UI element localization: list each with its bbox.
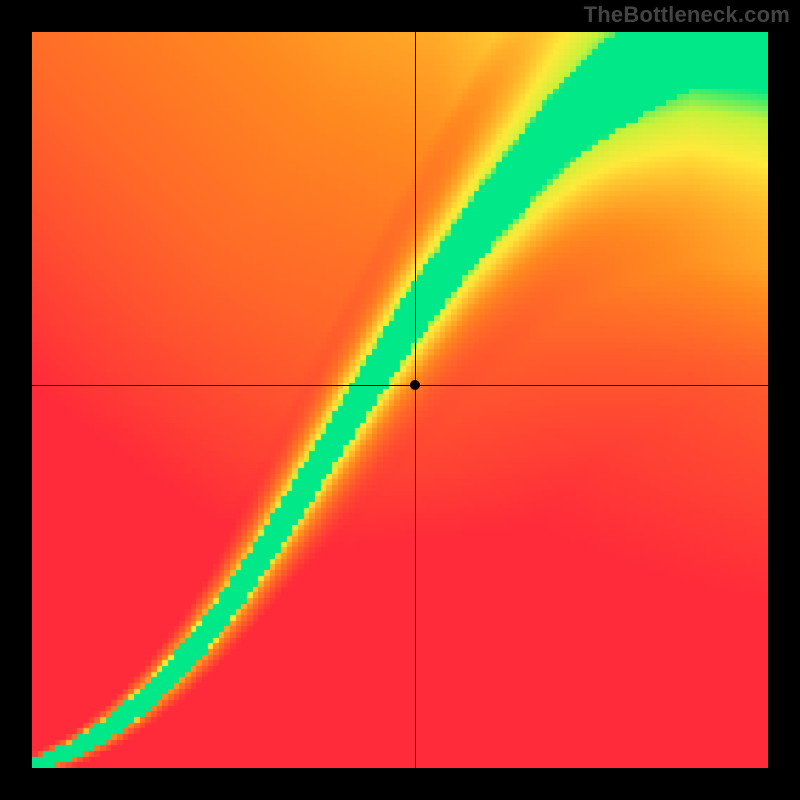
plot-area — [32, 32, 768, 768]
watermark-text: TheBottleneck.com — [584, 2, 790, 28]
crosshair-horizontal — [32, 385, 768, 386]
heatmap-canvas — [32, 32, 768, 768]
chart-container: TheBottleneck.com — [0, 0, 800, 800]
crosshair-vertical — [415, 32, 416, 768]
crosshair-dot — [410, 380, 420, 390]
